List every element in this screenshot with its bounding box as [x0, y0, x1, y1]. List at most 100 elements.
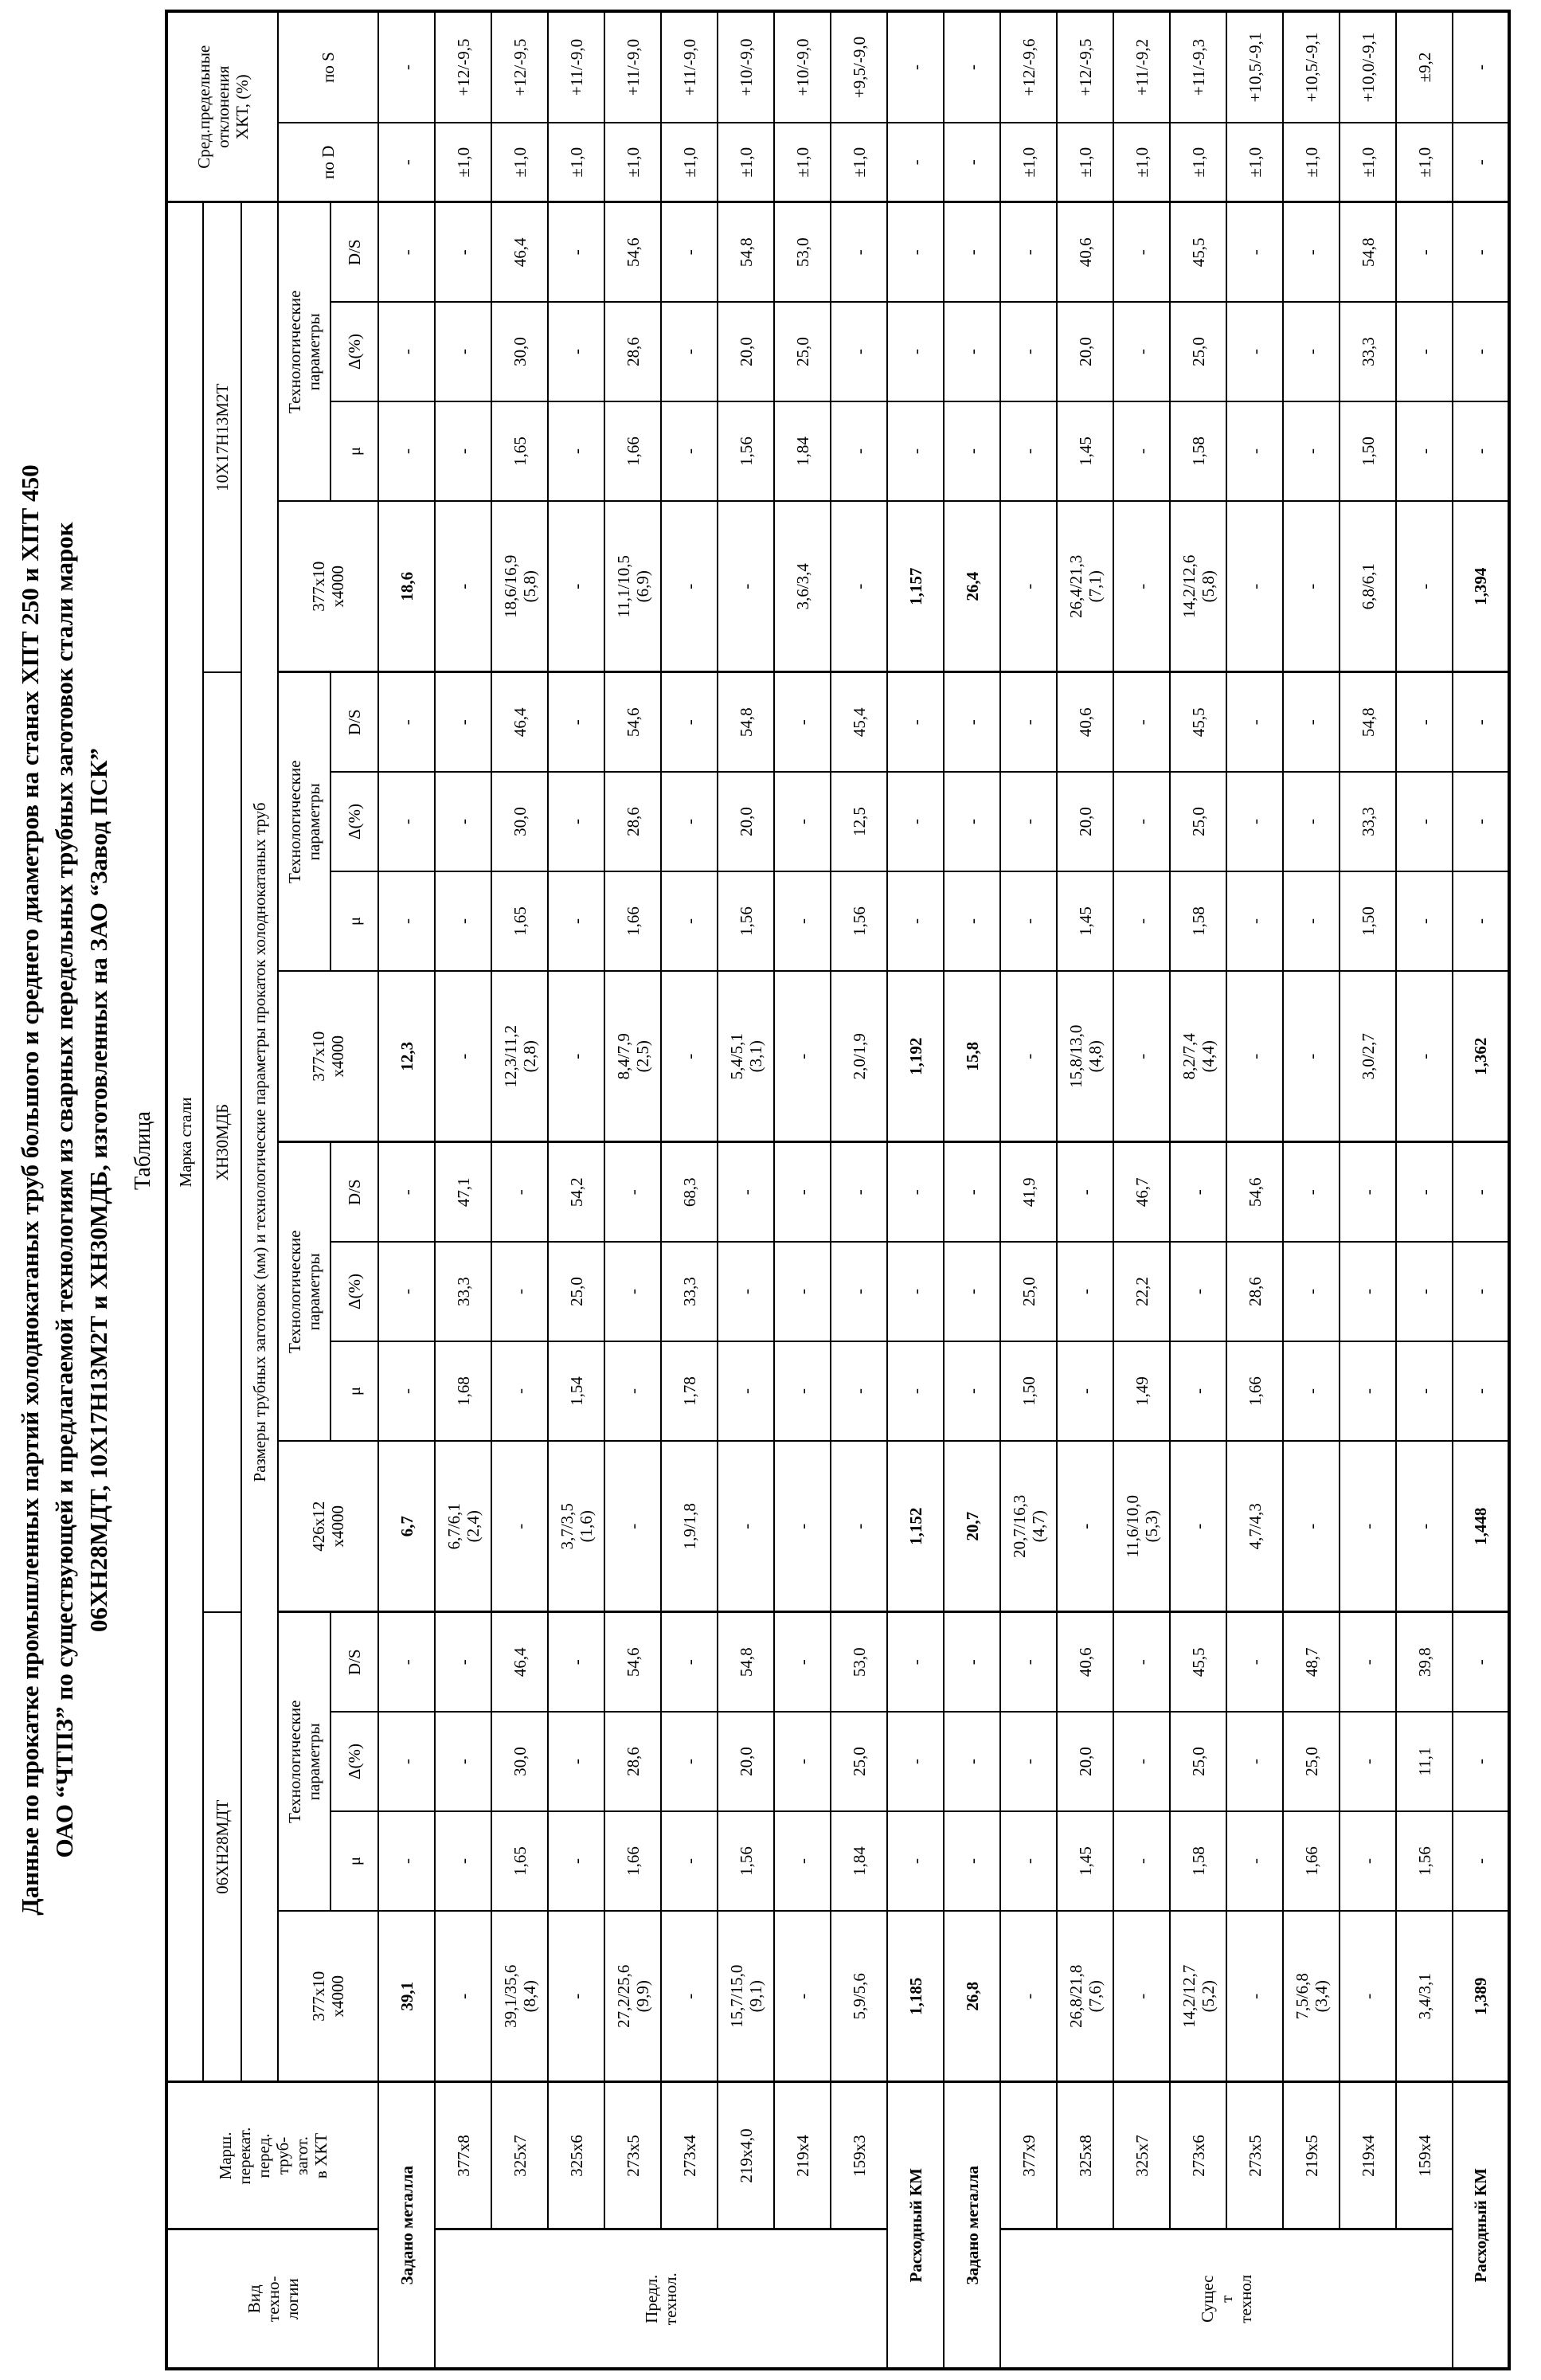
table-cell: 1,362: [1453, 971, 1509, 1142]
table-cell: -: [548, 672, 604, 772]
table-cell: 30,0: [491, 772, 548, 871]
table-cell-po-d: ±1,0: [1057, 123, 1113, 202]
table-cell: -: [774, 1911, 831, 2082]
table-cell: -: [1453, 302, 1509, 401]
table-cell: 20,0: [718, 1712, 774, 1811]
table-cell: -: [1226, 501, 1283, 672]
table-cell: -: [548, 772, 604, 871]
table-cell: 20,7: [944, 1441, 1000, 1612]
table-cell: -: [604, 1142, 661, 1242]
table-cell: -: [1396, 501, 1453, 672]
table-cell: -: [604, 1441, 661, 1612]
table-cell: -: [887, 1612, 944, 1712]
col-header-ds: D/S: [330, 672, 378, 772]
col-header-marsh: Марш. перекат. перед. труб- загот. в ХКТ: [166, 2082, 378, 2229]
table-cell: 1,84: [831, 1811, 887, 1911]
table-cell: -: [944, 1612, 1000, 1712]
table-cell: -: [1226, 971, 1283, 1142]
table-cell: -: [1113, 1811, 1170, 1911]
table-cell: -: [944, 302, 1000, 401]
table-cell: -: [1453, 1811, 1509, 1911]
table-cell: -: [1283, 772, 1340, 871]
table-cell: -: [887, 1811, 944, 1911]
col-header-tech-params: Технологические параметры: [278, 1142, 330, 1441]
title-line-2: ОАО “ЧТПЗ” по существующей и предлагаемо…: [50, 522, 78, 1858]
table-cell: -: [661, 501, 718, 672]
table-cell: 1,56: [718, 871, 774, 971]
table-cell: 11,1/10,5 (6,9): [604, 501, 661, 672]
table-cell-po-s: -: [887, 11, 944, 123]
table-cell: 26,4/21,3 (7,1): [1057, 501, 1113, 672]
col-header-razmery: Размеры трубных заготовок (мм) и техноло…: [241, 202, 278, 2082]
table-row: 273х5 27,2/25,6 (9,9) 1,66 28,6 54,6- - - -8,4/…: [604, 11, 661, 2369]
table-cell: -: [604, 1242, 661, 1341]
table-cell: -: [1226, 1612, 1283, 1712]
table-row: 325х7 39,1/35,6 (8,4) 1,65 30,0 46,4- - - -12,3…: [491, 11, 548, 2369]
table-cell: -: [661, 1612, 718, 1712]
table-cell: 1,45: [1057, 401, 1113, 501]
table-row: Задано металла 39,1- - -6,7- - -12,3- - -18,6- -…: [378, 11, 435, 2369]
table-cell: -: [1113, 302, 1170, 401]
table-cell: 39,1/35,6 (8,4): [491, 1911, 548, 2082]
table-cell: -: [1170, 1441, 1226, 1612]
table-cell: -: [1340, 1712, 1396, 1811]
table-cell: -: [718, 1242, 774, 1341]
table-cell: 54,2: [548, 1142, 604, 1242]
row-header-marsh: 273х4: [661, 2082, 718, 2229]
table-cell: -: [1170, 1242, 1226, 1341]
table-cell: -: [1000, 302, 1057, 401]
table-cell: 14,2/12,7 (5,2): [1170, 1911, 1226, 2082]
table-cell: 18,6: [378, 501, 435, 672]
table-row: 219х4- - - - - - - -3,0/2,7 1,50 33,3 54,8 6,8/6,1 1…: [1340, 11, 1396, 2369]
table-cell: -: [548, 401, 604, 501]
table-cell: 26,4: [944, 501, 1000, 672]
table-cell: -: [548, 1911, 604, 2082]
table-cell: -: [1000, 772, 1057, 871]
table-cell: 54,8: [718, 202, 774, 302]
table-cell: 30,0: [491, 1712, 548, 1811]
row-header-marsh: 377х8: [435, 2082, 491, 2229]
table-cell: -: [831, 401, 887, 501]
table-cell: -: [548, 501, 604, 672]
table-cell: -: [1453, 672, 1509, 772]
col-header-mu: μ: [330, 1341, 378, 1441]
table-cell-po-s: +11/-9,0: [548, 11, 604, 123]
table-cell: -: [1396, 302, 1453, 401]
table-cell: 33,3: [1340, 302, 1396, 401]
table-cell: 1,56: [718, 401, 774, 501]
table-cell: 1,65: [491, 1811, 548, 1911]
col-header-steel-mark: ХН30МДБ: [203, 672, 241, 1612]
table-cell: -: [1113, 1911, 1170, 2082]
table-cell: -: [435, 1911, 491, 2082]
table-cell: 40,6: [1057, 1612, 1113, 1712]
table-cell: 1,56: [718, 1811, 774, 1911]
table-cell: 25,0: [1170, 302, 1226, 401]
table-cell-po-d: ±1,0: [604, 123, 661, 202]
table-cell: -: [1113, 1712, 1170, 1811]
table-cell: -: [718, 1441, 774, 1612]
table-cell-po-s: +10,5/-9,1: [1226, 11, 1283, 123]
table-cell: -: [1396, 401, 1453, 501]
table-cell: 45,5: [1170, 672, 1226, 772]
table-cell: 1,185: [887, 1911, 944, 2082]
table-cell: 33,3: [435, 1242, 491, 1341]
table-cell: -: [1113, 672, 1170, 772]
table-row: 325х7- - - -11,6/10,0 (5,3) 1,49 22,2 46,7- - - -…: [1113, 11, 1170, 2369]
table-cell: -: [944, 672, 1000, 772]
table-cell-po-d: ±1,0: [1283, 123, 1340, 202]
table-cell: 46,4: [491, 202, 548, 302]
data-table: Вид техно- логии Марш. перекат. перед. тр…: [165, 10, 1511, 2370]
table-cell: -: [774, 772, 831, 871]
table-cell: 54,6: [604, 1612, 661, 1712]
table-cell: -: [1283, 1441, 1340, 1612]
header-row: Вид техно- логии Марш. перекат. перед. тр…: [166, 11, 378, 2369]
table-cell: 5,9/5,6: [831, 1911, 887, 2082]
table-cell: 1,66: [604, 871, 661, 971]
table-row: 325х8 26,8/21,8 (7,6) 1,45 20,0 40,6- - - -15,8…: [1057, 11, 1113, 2369]
table-cell: 1,394: [1453, 501, 1509, 672]
table-row: 219х5 7,5/6,8 (3,4) 1,66 25,0 48,7- - - - - - - - - -…: [1283, 11, 1340, 2369]
col-header-mu: μ: [330, 871, 378, 971]
table-cell: -: [944, 401, 1000, 501]
table-cell: 54,8: [1340, 202, 1396, 302]
table-row: Сущес т технол 377х9- - - -20,7/16,3 (4,7) 1,…: [1000, 11, 1453, 2369]
